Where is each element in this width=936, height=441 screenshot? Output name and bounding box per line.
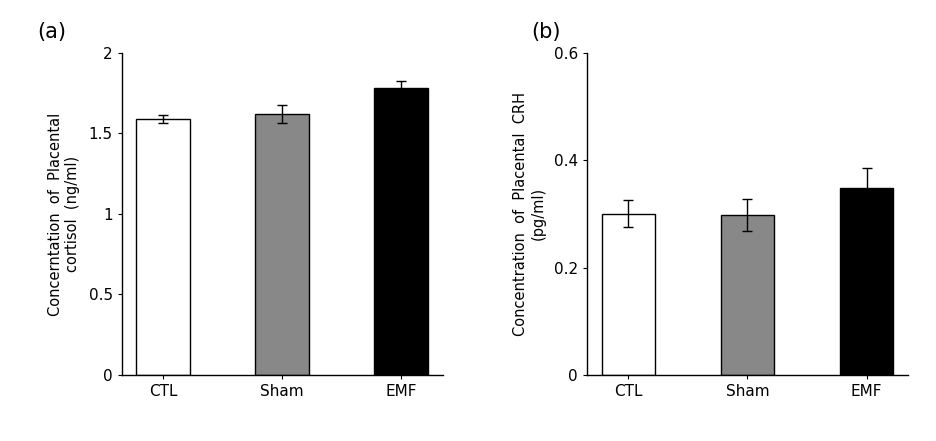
Bar xyxy=(840,188,893,375)
Y-axis label: Concerntation  of  Placental
cortisol  (ng/ml): Concerntation of Placental cortisol (ng/… xyxy=(48,112,80,315)
Bar xyxy=(374,88,428,375)
Y-axis label: Concentration  of  Placental  CRH
(pg/ml): Concentration of Placental CRH (pg/ml) xyxy=(513,92,546,336)
Text: (b): (b) xyxy=(531,22,561,42)
Bar xyxy=(721,215,774,375)
Bar xyxy=(137,119,190,375)
Bar xyxy=(256,114,309,375)
Text: (a): (a) xyxy=(37,22,66,42)
Bar xyxy=(602,214,655,375)
